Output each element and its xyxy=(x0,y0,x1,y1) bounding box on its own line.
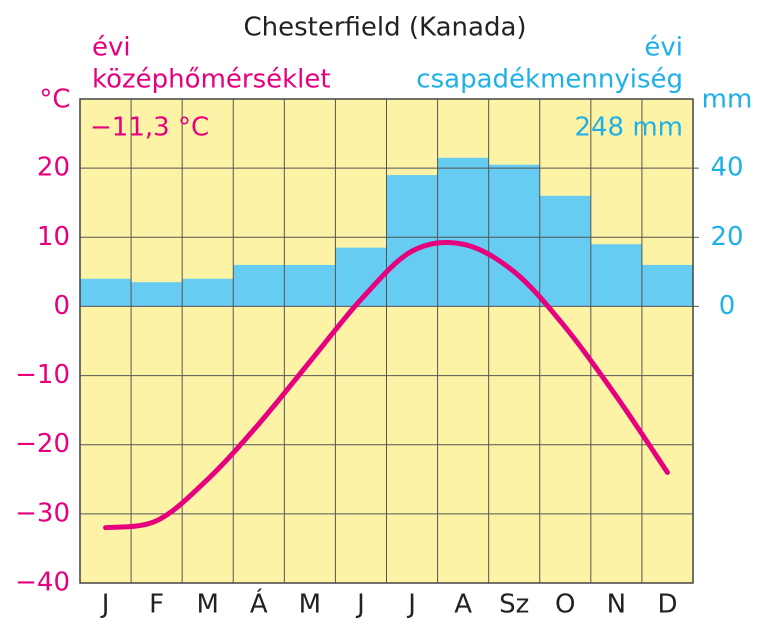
chart-title: Chesterfield (Kanada) xyxy=(243,13,526,43)
temperature-line xyxy=(103,239,670,531)
y-tick-label: −30 xyxy=(15,498,70,528)
bar xyxy=(488,164,540,307)
x-tick-label: Sz xyxy=(499,590,529,620)
y-tick-label: 0 xyxy=(53,291,70,321)
x-tick-label: F xyxy=(149,590,164,620)
bar xyxy=(539,195,591,307)
y-tick-label: 20 xyxy=(37,153,70,183)
precip-annual: 248 mm xyxy=(574,113,683,143)
x-tick-label: M xyxy=(299,590,321,620)
plot-border xyxy=(79,98,694,584)
temp-name: középhőmérséklet xyxy=(92,65,331,95)
bar xyxy=(386,175,438,307)
temp-annual: −11,3 °C xyxy=(90,113,209,143)
y-axis-label: °C xyxy=(39,85,70,115)
y2-axis-label: mm xyxy=(702,85,753,115)
x-tick-label: J xyxy=(355,590,365,620)
y2-tick-label: 40 xyxy=(710,153,743,183)
bar xyxy=(233,264,285,307)
x-tick-label: M xyxy=(196,590,218,620)
x-tick-label: J xyxy=(100,590,110,620)
y2-tick-label: 20 xyxy=(710,222,743,252)
bar xyxy=(284,264,336,307)
x-tick-label: A xyxy=(454,590,472,620)
precip-prefix: évi xyxy=(644,33,683,63)
x-tick-label: J xyxy=(406,590,416,620)
y-tick-label: 10 xyxy=(37,222,70,252)
bar xyxy=(131,282,183,307)
y-tick-label: −40 xyxy=(15,568,70,598)
y2-tick-label: 0 xyxy=(719,291,736,321)
temp-prefix: évi xyxy=(92,33,131,63)
x-tick-label: N xyxy=(607,590,626,620)
bar xyxy=(641,264,693,307)
bar xyxy=(590,244,642,307)
y-tick-label: −20 xyxy=(15,429,70,459)
bar xyxy=(437,157,489,307)
x-tick-label: Á xyxy=(250,588,268,620)
x-tick-label: D xyxy=(657,590,677,620)
bar xyxy=(182,278,234,307)
precip-name: csapadékmennyiség xyxy=(416,65,683,95)
y-tick-label: −10 xyxy=(15,360,70,390)
x-tick-label: O xyxy=(555,590,575,620)
bar xyxy=(80,278,132,307)
